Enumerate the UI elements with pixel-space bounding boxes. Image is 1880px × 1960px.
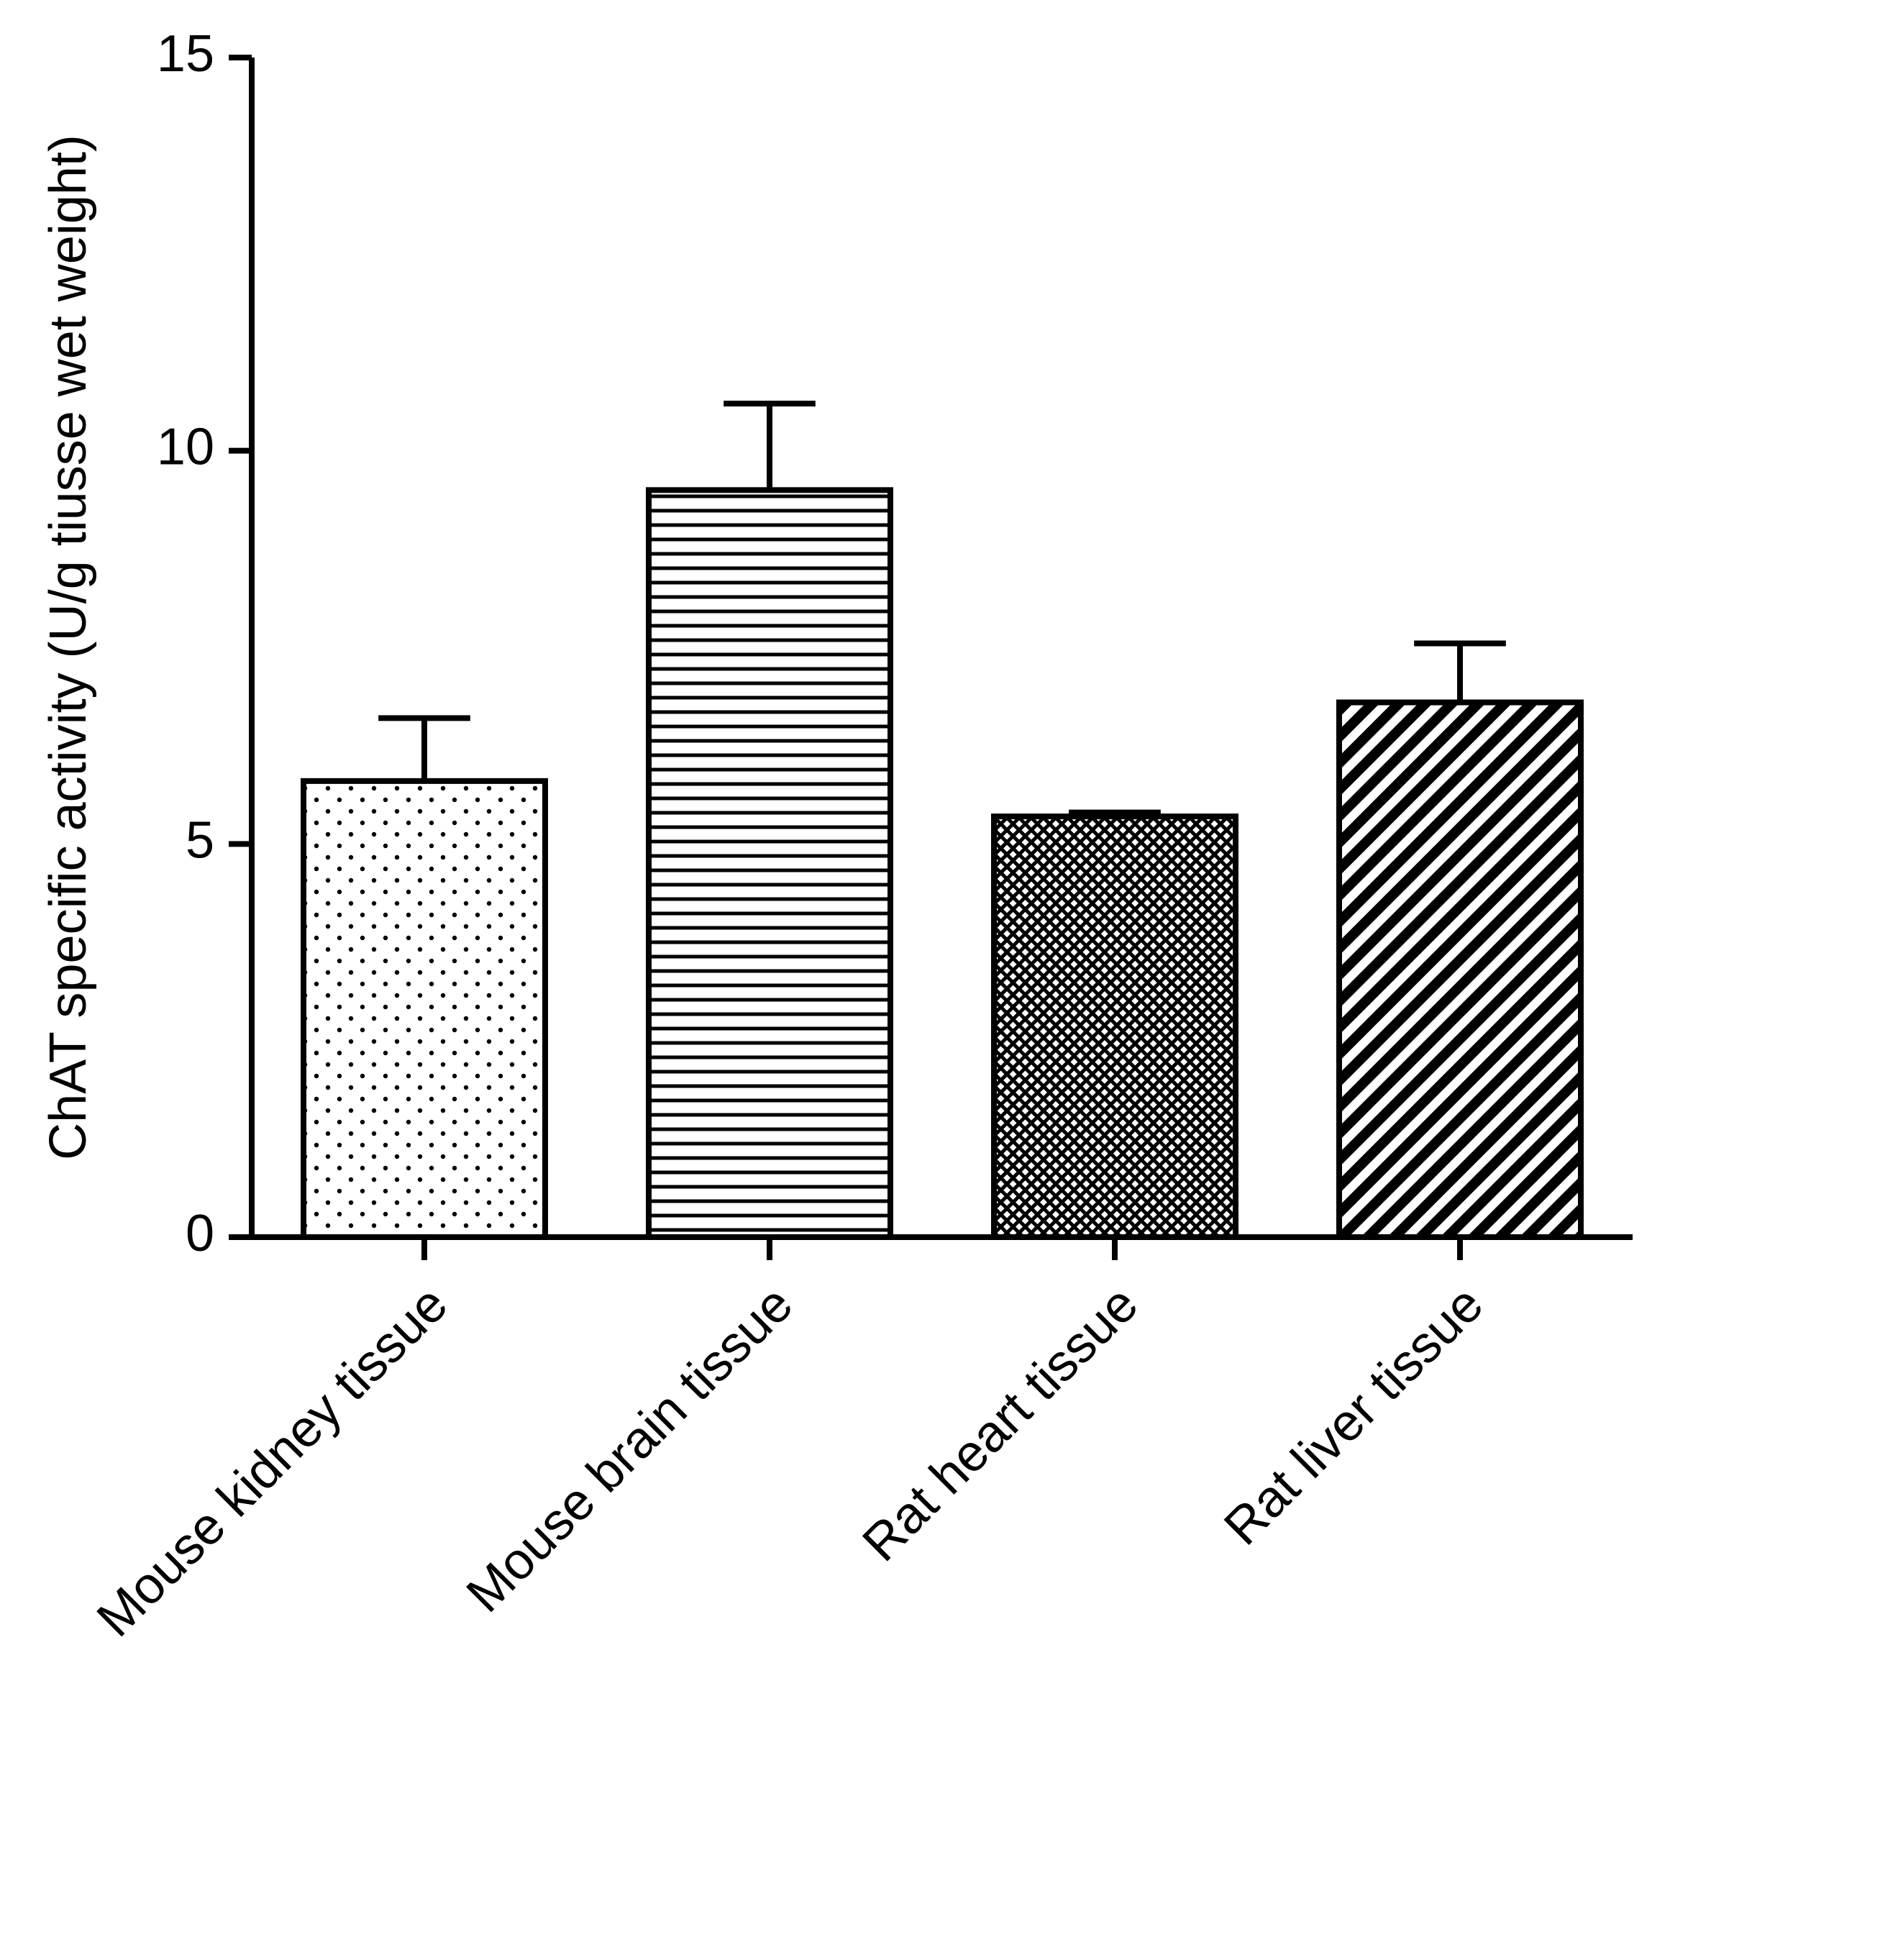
bar bbox=[994, 816, 1236, 1237]
y-tick-label: 5 bbox=[186, 811, 214, 869]
bar bbox=[1339, 703, 1581, 1237]
bar bbox=[649, 490, 890, 1237]
y-tick-label: 15 bbox=[157, 25, 214, 83]
x-category-label: Rat liver tissue bbox=[1213, 1275, 1494, 1556]
chart-container: 0 5 10 15 Mouse kidney tissueMouse brain tis… bbox=[0, 0, 1880, 1960]
y-tick-label: 10 bbox=[157, 419, 214, 476]
y-axis-label: ChAT specific activity (U/g tiusse wet w… bbox=[40, 135, 97, 1160]
x-category-label: Mouse brain tissue bbox=[456, 1275, 804, 1623]
x-category-label: Mouse kidney tissue bbox=[86, 1275, 459, 1648]
bar-chart: 0 5 10 15 Mouse kidney tissueMouse brain tis… bbox=[0, 0, 1880, 1960]
y-tick-label: 0 bbox=[186, 1205, 214, 1262]
x-category-label: Rat heart tissue bbox=[852, 1275, 1149, 1572]
bar bbox=[304, 781, 545, 1237]
